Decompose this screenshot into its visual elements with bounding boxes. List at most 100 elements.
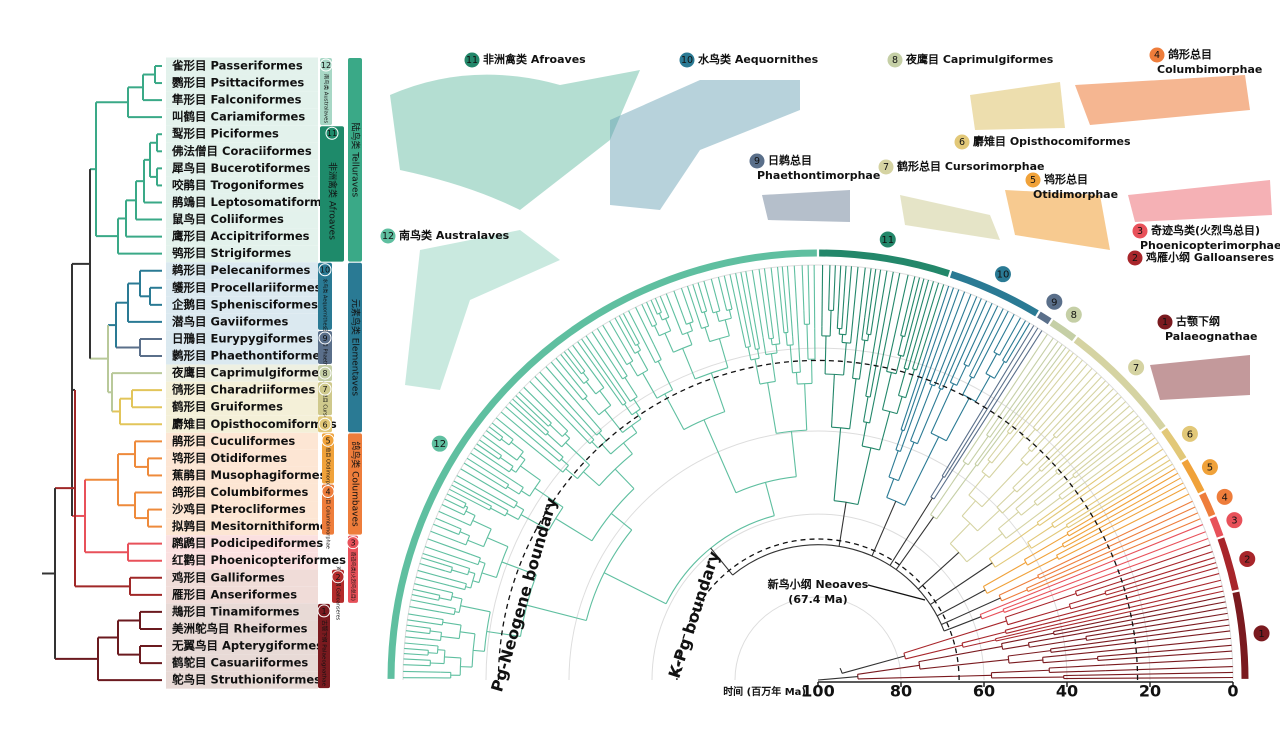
tree-branch (729, 274, 747, 348)
tree-branch (792, 336, 794, 345)
tree-branch (446, 493, 467, 504)
tree-branch (437, 649, 445, 651)
order-row-bg (166, 193, 318, 211)
tree-branch (513, 502, 518, 509)
tree-branch (974, 344, 1063, 465)
tree-branch (623, 392, 631, 402)
tree-branch (801, 265, 805, 311)
tree-branch (869, 362, 878, 398)
tree-branch (465, 586, 471, 589)
clade-bar (348, 262, 362, 433)
order-row-bg (166, 330, 318, 348)
tree-branch (1053, 595, 1225, 633)
tree-branch (878, 411, 891, 451)
order-label: 沙鸡目 Pterocliformes (172, 502, 306, 516)
order-row-bg (166, 569, 318, 587)
group-label-badge (1025, 172, 1041, 188)
order-label: 夜鹰目 Caprimulgiformes (171, 366, 326, 380)
tree-branch (895, 355, 902, 374)
tree-branch (451, 569, 468, 576)
tree-branch (728, 309, 732, 319)
tree-branch (911, 282, 940, 369)
clade-number-badge (325, 126, 339, 140)
tree-branch (1005, 497, 1061, 539)
tree-branch (776, 429, 807, 434)
order-row-bg (166, 518, 318, 536)
tree-branch (968, 474, 987, 496)
order-label: 无翼鸟目 Apterygiformes (171, 639, 323, 653)
tree-branch (470, 452, 519, 485)
tree-branch (1061, 537, 1209, 593)
tree-branch (658, 313, 663, 321)
tree-branch (555, 518, 593, 542)
tree-branch (961, 500, 976, 517)
neoaves-label: 新鸟小纲 Neoaves (768, 577, 869, 591)
order-label: 潜鸟目 Gaviiformes (172, 314, 288, 328)
order-row-bg (166, 347, 318, 365)
tree-branch (904, 277, 921, 337)
tree-branch (487, 537, 509, 548)
tree-branch (1097, 644, 1232, 658)
tree-branch (985, 353, 998, 374)
clade-bar (320, 58, 332, 126)
tree-branch (905, 644, 963, 660)
tree-branch (903, 287, 954, 431)
order-row-bg (166, 671, 318, 689)
tree-branch (1034, 401, 1127, 484)
tree-branch (516, 451, 524, 461)
group-label: 麝雉目 Opisthocomiformes (973, 134, 1131, 148)
tree-branch (403, 670, 441, 673)
tree-branch (622, 313, 640, 344)
tree-branch (1055, 460, 1068, 472)
tree-branch (949, 367, 958, 383)
tree-branch (900, 285, 950, 430)
tree-branch (584, 397, 600, 416)
tree-branch (635, 411, 642, 420)
group-arc (1073, 336, 1166, 431)
cursorimorphae-backdrop (900, 195, 1000, 240)
order-label: 咬鹃目 Trogoniformes (172, 178, 304, 192)
tree-branch (857, 674, 992, 680)
tree-branch (581, 370, 586, 375)
tree-branch (1027, 542, 1032, 549)
time-circle (568, 430, 1068, 681)
order-row-bg (166, 159, 318, 177)
tree-branch (710, 372, 726, 412)
tree-branch (680, 287, 690, 311)
clade-number: 12 (321, 61, 331, 70)
tree-branch (981, 610, 1004, 620)
tree-branch (936, 464, 977, 520)
tree-branch (967, 435, 989, 466)
tree-branch (510, 441, 524, 453)
clade-label: 鸡雁小纲 Galloanseres (335, 566, 342, 620)
tree-branch (1052, 372, 1098, 422)
tree-branch (968, 303, 993, 354)
tree-branch (406, 624, 431, 629)
tree-branch (686, 285, 697, 313)
tree-branch (453, 480, 503, 508)
tree-branch (929, 383, 935, 387)
tree-branch (468, 571, 476, 575)
tree-branch (865, 369, 871, 397)
tree-branch (414, 583, 442, 591)
tree-branch (1024, 533, 1069, 561)
tree-branch (1065, 524, 1069, 528)
tree-branch (843, 342, 847, 376)
tree-branch (555, 357, 579, 386)
tree-branch (966, 533, 1003, 563)
tree-branch (619, 374, 624, 380)
clade-bar (320, 126, 344, 262)
tree-branch (635, 342, 640, 346)
tree-branch (793, 265, 801, 358)
group-arc (1199, 492, 1216, 517)
afroaves-backdrop (390, 70, 640, 210)
tree-branch (825, 373, 844, 376)
tree-branch (429, 638, 441, 642)
tree-branch (861, 317, 866, 340)
tree-branch (828, 265, 831, 311)
tree-branch (858, 340, 866, 380)
tree-branch (597, 379, 605, 389)
tree-branch (460, 468, 510, 498)
tree-branch (581, 338, 627, 404)
